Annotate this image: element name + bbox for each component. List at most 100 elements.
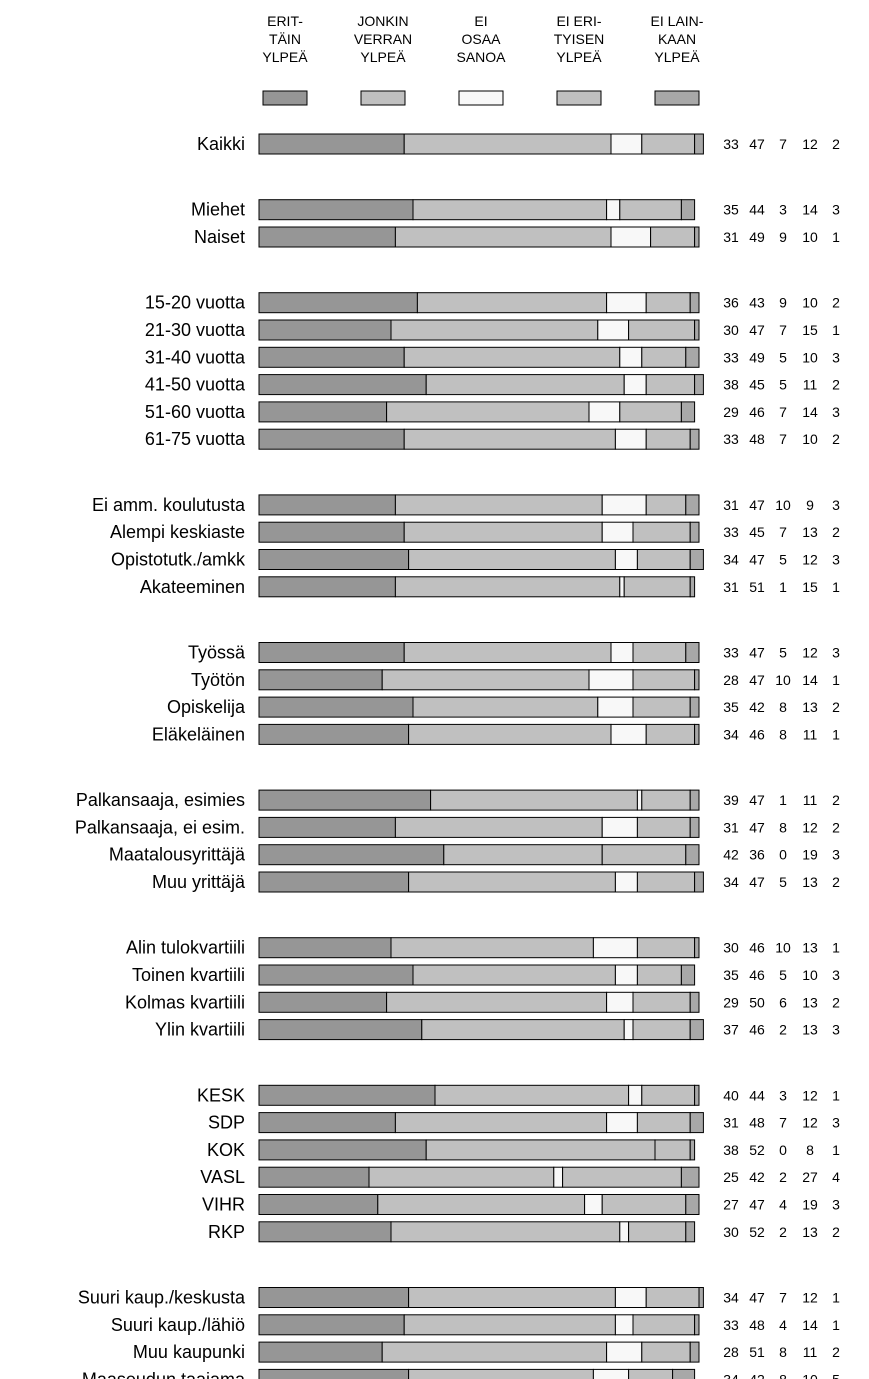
bar-segment <box>258 1084 436 1106</box>
data-label: 29 <box>723 404 739 420</box>
data-label: 3 <box>832 202 840 218</box>
data-label: 47 <box>749 792 765 808</box>
data-label: 51 <box>749 579 765 595</box>
data-label: 6 <box>779 994 787 1010</box>
bar-segment <box>394 816 603 838</box>
bar-segment <box>636 816 691 838</box>
row-label: KOK <box>207 1140 245 1160</box>
bar-segment <box>619 576 625 598</box>
bar-row: Toinen kvartiili 35 46 5 10 3 <box>132 964 840 986</box>
data-label: 47 <box>749 552 765 568</box>
bar-segment <box>606 1341 643 1363</box>
data-label: 52 <box>749 1224 765 1240</box>
bar-segment <box>628 1084 643 1106</box>
row-label: Maatalousyrittäjä <box>109 845 246 865</box>
bar-row: SDP 31 48 7 12 3 <box>208 1112 840 1134</box>
data-label: 10 <box>802 229 818 245</box>
bar-segment <box>394 1112 608 1134</box>
data-label: 5 <box>832 1371 840 1379</box>
data-label: 7 <box>779 322 787 338</box>
data-label: 2 <box>832 819 840 835</box>
data-label: 47 <box>749 1197 765 1213</box>
bar-segment <box>408 549 616 570</box>
data-label: 47 <box>749 322 765 338</box>
bar-segment <box>623 374 647 396</box>
bar-row: 15-20 vuotta 36 43 9 10 2 <box>145 292 840 314</box>
data-label: 14 <box>802 1317 818 1333</box>
data-label: 25 <box>723 1169 739 1185</box>
data-label: 8 <box>806 1142 814 1158</box>
bar-segment <box>601 816 638 838</box>
data-label: 2 <box>832 792 840 808</box>
legend-label: ERIT- <box>267 13 303 29</box>
data-label: 31 <box>723 497 739 513</box>
bar-segment <box>645 374 696 396</box>
data-label: 11 <box>803 1344 818 1360</box>
data-label: 42 <box>749 1169 765 1185</box>
bar-segment <box>408 1368 594 1379</box>
data-label: 5 <box>779 645 787 661</box>
data-label: 11 <box>803 792 818 808</box>
bar-row: Suuri kaup./lähiö 33 48 4 14 1 <box>111 1314 840 1336</box>
bar-segment <box>588 669 634 691</box>
bar-row: Maaseudun taajama 34 42 8 10 5 <box>82 1368 840 1379</box>
bar-segment <box>553 1166 564 1188</box>
bar-segment <box>408 723 612 745</box>
bar-segment <box>689 1139 696 1161</box>
bar-segment <box>386 991 608 1013</box>
data-label: 1 <box>832 940 840 956</box>
bar-row: Opiskelija 35 42 8 13 2 <box>167 696 840 718</box>
data-label: 30 <box>723 1224 739 1240</box>
bar-row: 61-75 vuotta 33 48 7 10 2 <box>145 428 840 450</box>
data-label: 8 <box>779 819 787 835</box>
bar-row: Palkansaaja, esimies 39 47 1 11 2 <box>76 789 840 811</box>
bar-segment <box>672 1368 696 1379</box>
bar-segment <box>258 401 388 423</box>
bar-row: KOK 38 52 0 8 1 <box>207 1139 840 1161</box>
data-label: 14 <box>802 672 818 688</box>
bar-row: Työssä 33 47 5 12 3 <box>188 642 840 663</box>
bar-segment <box>584 1194 603 1215</box>
data-label: 36 <box>749 847 765 863</box>
bar-segment <box>258 576 396 598</box>
bar-row: Naiset 31 49 9 10 1 <box>194 226 840 248</box>
bar-segment <box>689 428 700 450</box>
data-label: 42 <box>749 699 765 715</box>
data-label: 36 <box>723 295 739 311</box>
data-label: 19 <box>802 847 818 863</box>
legend-label: TYISEN <box>554 31 605 47</box>
row-label: 21-30 vuotta <box>145 320 246 340</box>
data-label: 2 <box>779 1169 787 1185</box>
bar-segment <box>689 1019 704 1041</box>
bar-segment <box>258 1139 427 1161</box>
bar-segment <box>694 723 700 745</box>
data-label: 38 <box>723 377 739 393</box>
bar-segment <box>689 789 700 811</box>
bar-segment <box>650 226 696 248</box>
row-label: Alempi keskiaste <box>110 522 245 542</box>
bar-segment <box>694 871 704 893</box>
row-label: RKP <box>208 1222 245 1242</box>
bar-segment <box>636 964 682 986</box>
data-label: 42 <box>723 847 739 863</box>
data-label: 30 <box>723 322 739 338</box>
data-label: 31 <box>723 579 739 595</box>
bar-segment <box>258 226 396 248</box>
data-label: 29 <box>723 994 739 1010</box>
bar-segment <box>403 1314 616 1336</box>
legend-label: YLPEÄ <box>654 49 700 65</box>
bar-segment <box>689 1341 700 1363</box>
data-label: 5 <box>779 874 787 890</box>
row-label: 61-75 vuotta <box>145 429 246 449</box>
data-label: 31 <box>723 229 739 245</box>
legend-swatch <box>360 90 406 106</box>
data-label: 2 <box>832 524 840 540</box>
data-label: 13 <box>802 699 818 715</box>
data-label: 9 <box>779 229 787 245</box>
bar-segment <box>258 696 414 718</box>
data-label: 13 <box>802 994 818 1010</box>
row-label: Akateeminen <box>140 577 245 597</box>
data-label: 46 <box>749 404 765 420</box>
data-label: 2 <box>832 1224 840 1240</box>
